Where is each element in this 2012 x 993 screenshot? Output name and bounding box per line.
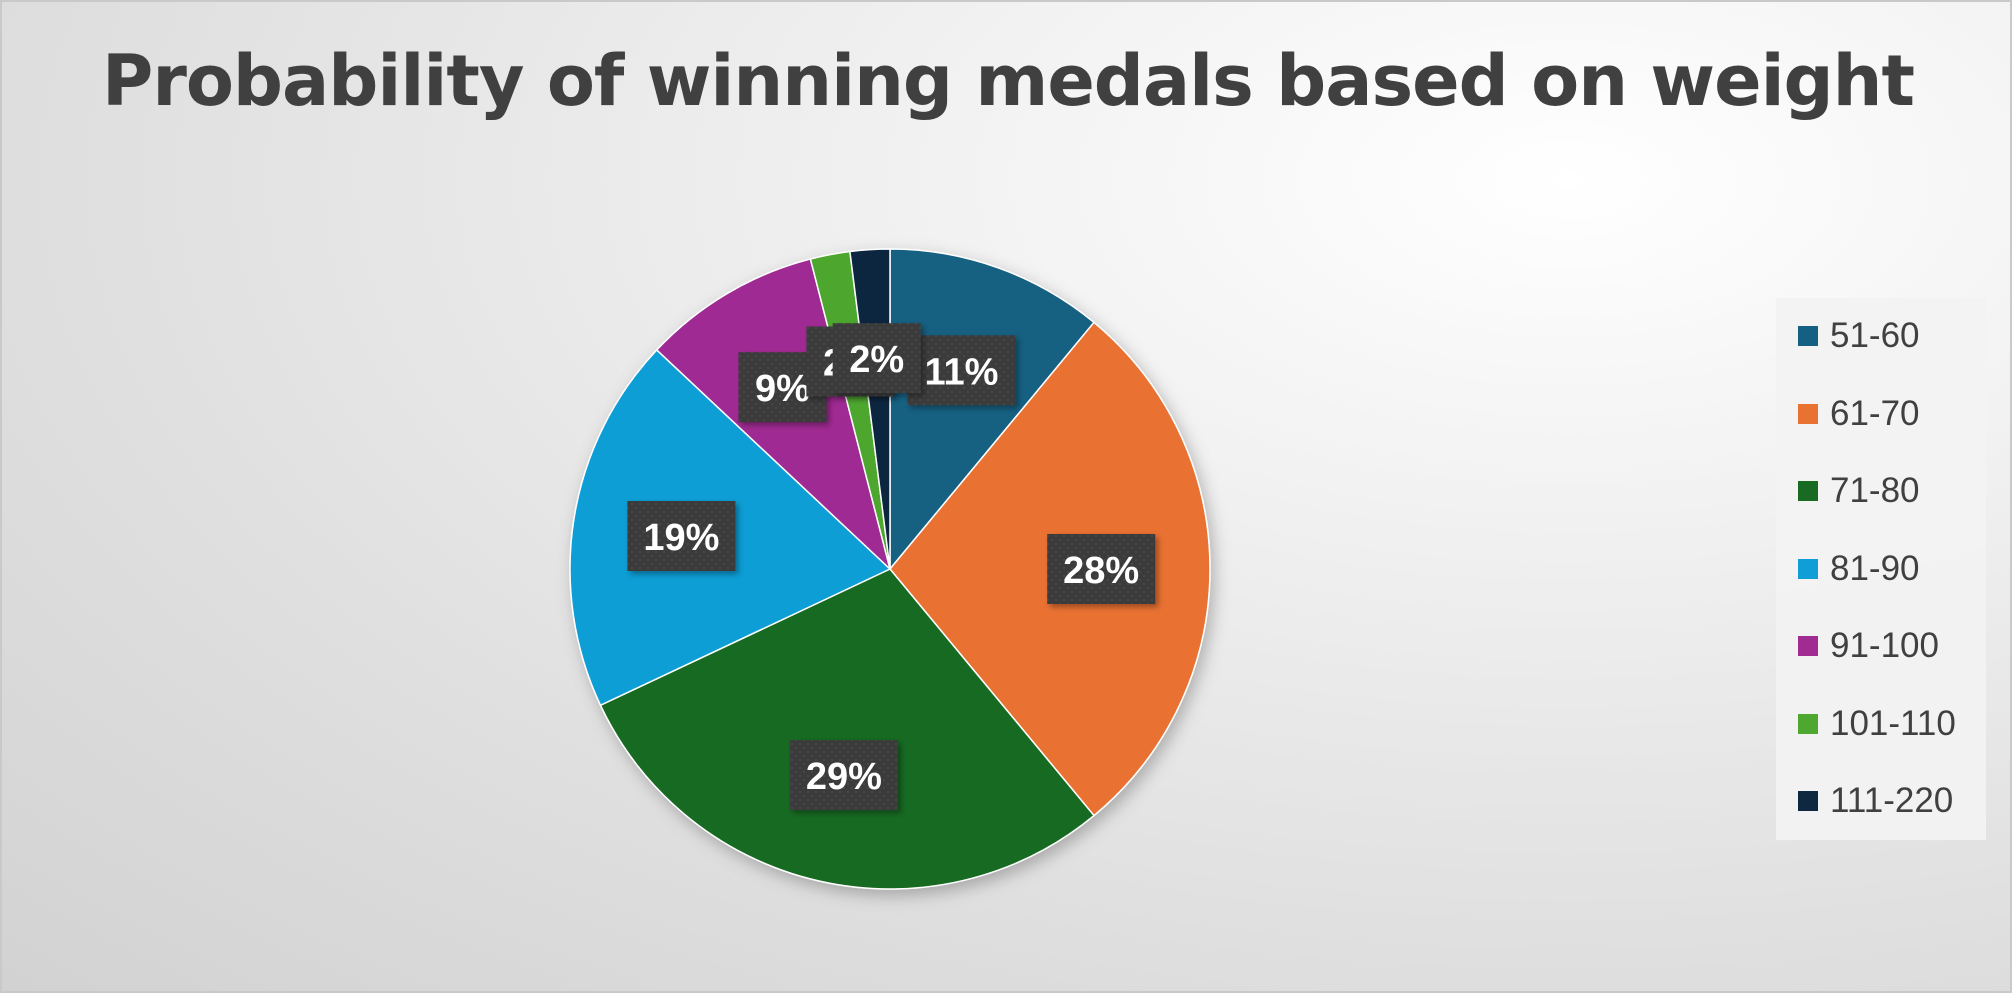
data-label-text: 19% <box>643 517 719 559</box>
pie-slice-71-80 <box>599 568 1096 890</box>
legend-label: 61-70 <box>1830 393 1920 433</box>
legend-label: 71-80 <box>1830 471 1920 510</box>
data-label-111-220: 2% <box>832 323 921 394</box>
data-label-text: 2% <box>849 339 904 381</box>
legend-label: 81-90 <box>1830 548 1920 588</box>
data-label-81-90: 19% <box>627 501 736 571</box>
legend-entry-71-80: 71-80 <box>1798 471 1920 511</box>
legend-swatch <box>1798 791 1818 811</box>
data-label-box <box>832 323 921 394</box>
legend-entry-51-60: 51-60 <box>1798 316 1920 356</box>
legend-label: 101-110 <box>1830 703 1956 743</box>
legend-swatch <box>1798 558 1818 579</box>
legend-entry-61-70: 61-70 <box>1798 394 1920 434</box>
data-label-box <box>1047 534 1156 604</box>
legend-label: 111-220 <box>1830 781 1954 820</box>
data-label-text: 29% <box>806 756 882 798</box>
legend-swatch <box>1798 481 1818 501</box>
legend-entry-101-110: 101-110 <box>1798 704 1956 744</box>
legend-entry-91-100: 91-100 <box>1798 626 1939 666</box>
chart-title: Probability of winning medals based on w… <box>102 40 1915 122</box>
data-label-text: 28% <box>1063 550 1139 592</box>
data-label-71-80: 29% <box>789 740 898 811</box>
legend-swatch <box>1798 403 1818 424</box>
data-label-text: 11% <box>925 351 999 393</box>
legend-swatch <box>1798 713 1818 734</box>
data-label-box <box>627 501 736 571</box>
data-label-box <box>907 335 1016 406</box>
legend-label: 51-60 <box>1830 316 1920 355</box>
legend-swatch <box>1798 326 1818 346</box>
legend-entry-111-220: 111-220 <box>1798 781 1953 821</box>
legend-swatch <box>1798 636 1818 656</box>
data-label-text: 9% <box>755 368 810 410</box>
legend: 51-60 61-70 71-80 81-90 91-100 101-110 111-220 <box>1776 298 1986 840</box>
legend-label: 91-100 <box>1830 626 1939 665</box>
data-label-51-60: 11% <box>907 335 1016 406</box>
legend-entry-81-90: 81-90 <box>1798 549 1920 589</box>
pie-slice-51-60 <box>889 248 1096 572</box>
data-label-61-70: 28% <box>1047 534 1156 604</box>
data-label-box <box>789 740 898 811</box>
